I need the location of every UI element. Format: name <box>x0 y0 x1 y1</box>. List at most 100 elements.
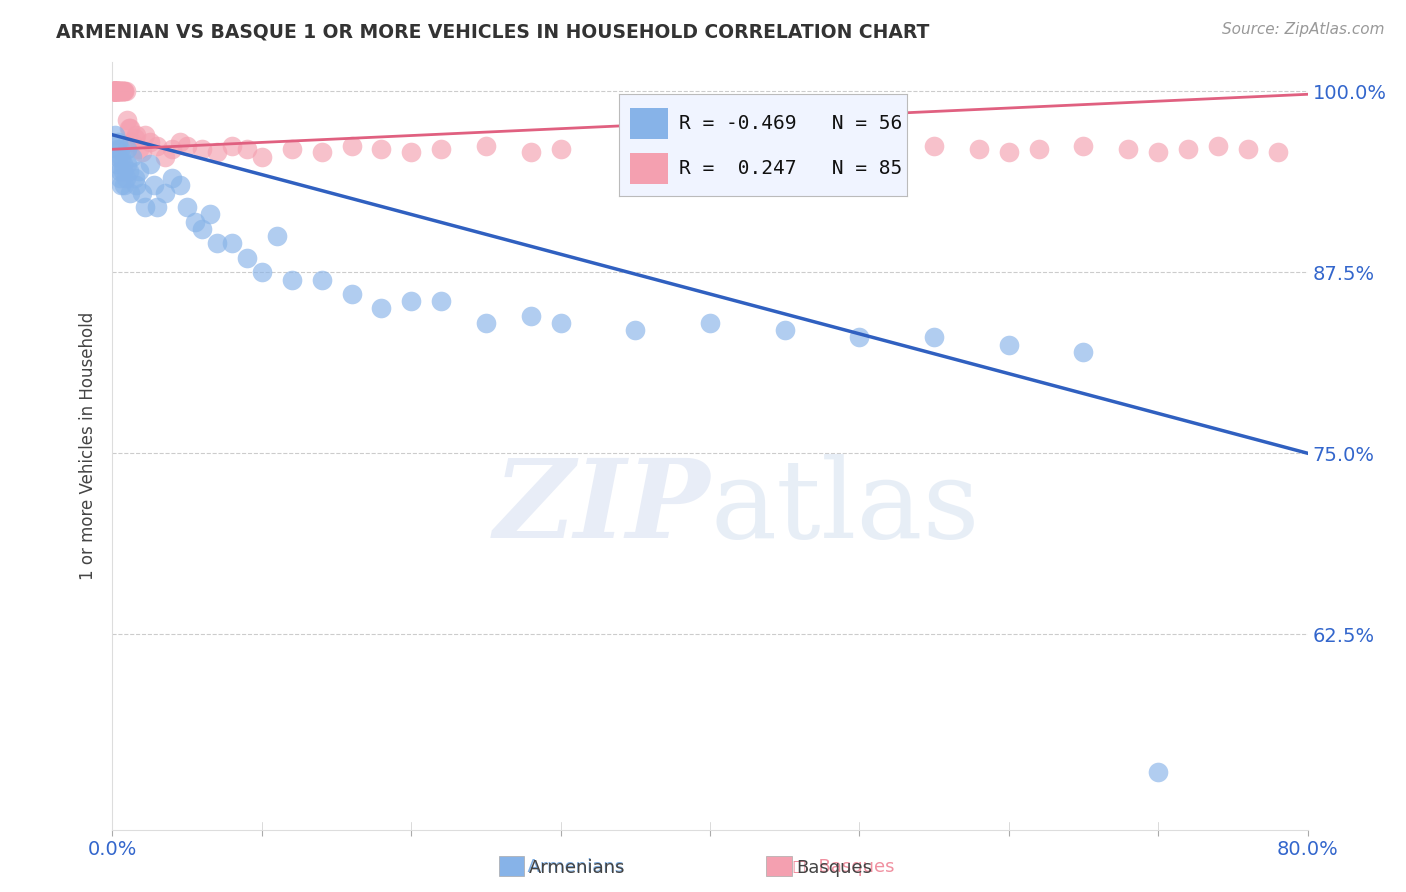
Point <box>103 84 125 98</box>
Point <box>728 142 751 156</box>
Y-axis label: 1 or more Vehicles in Household: 1 or more Vehicles in Household <box>79 312 97 580</box>
Point <box>401 294 423 309</box>
Point <box>1206 139 1229 153</box>
Point <box>134 128 156 142</box>
Point <box>114 84 135 98</box>
Point <box>1237 142 1260 156</box>
Point <box>153 186 176 200</box>
Text: R = -0.469   N = 56: R = -0.469 N = 56 <box>679 114 903 133</box>
Point <box>103 84 125 98</box>
Point <box>475 139 498 153</box>
Point <box>998 337 1021 351</box>
Text: ◻  Basques: ◻ Basques <box>793 858 894 876</box>
Point <box>266 229 288 244</box>
Point <box>110 149 132 163</box>
Point <box>103 84 125 98</box>
Point <box>104 84 127 98</box>
Point <box>108 171 131 186</box>
Point <box>111 164 134 178</box>
Point <box>104 84 127 98</box>
Point <box>1147 145 1170 160</box>
Point <box>105 157 128 171</box>
Point <box>162 171 183 186</box>
Text: atlas: atlas <box>710 454 980 561</box>
Point <box>111 84 134 98</box>
Text: ◻  Armenians: ◻ Armenians <box>501 858 624 876</box>
Point <box>550 142 572 156</box>
Point <box>103 84 125 98</box>
Point <box>1073 139 1095 153</box>
Point <box>125 178 148 193</box>
Point <box>221 236 243 251</box>
Point <box>117 142 139 156</box>
Point <box>475 316 498 330</box>
Point <box>198 207 221 221</box>
Point <box>191 142 214 156</box>
FancyBboxPatch shape <box>630 108 668 139</box>
Point <box>103 84 125 98</box>
Point <box>103 84 125 98</box>
Point <box>107 149 129 163</box>
Point <box>105 84 128 98</box>
Point <box>139 135 162 149</box>
Point <box>105 142 128 156</box>
Point <box>205 145 228 160</box>
Point <box>131 186 153 200</box>
Point <box>176 200 198 214</box>
Point <box>143 178 166 193</box>
Point <box>117 157 139 171</box>
Point <box>111 157 134 171</box>
Point <box>669 142 692 156</box>
Point <box>104 128 127 142</box>
Point <box>520 145 543 160</box>
Point <box>967 142 990 156</box>
Point <box>103 84 125 98</box>
Point <box>1073 345 1095 359</box>
Point <box>221 139 243 153</box>
Point <box>340 287 363 301</box>
Text: Armenians: Armenians <box>529 859 626 877</box>
Point <box>1147 764 1170 779</box>
Point <box>114 178 135 193</box>
Point <box>340 139 363 153</box>
Point <box>1267 145 1289 160</box>
Point <box>430 142 453 156</box>
Point <box>118 120 141 135</box>
Point <box>108 84 131 98</box>
Point <box>107 84 129 98</box>
Point <box>125 128 148 142</box>
Point <box>773 139 796 153</box>
Point <box>311 272 333 286</box>
Point <box>120 120 142 135</box>
Point <box>108 142 131 156</box>
Point <box>120 186 142 200</box>
Point <box>162 142 183 156</box>
Point <box>236 142 259 156</box>
Point <box>430 294 453 309</box>
Point <box>205 236 228 251</box>
Point <box>108 84 131 98</box>
Point <box>169 178 191 193</box>
Point <box>146 200 169 214</box>
Point <box>370 142 392 156</box>
Point <box>624 323 647 337</box>
Point <box>311 145 333 160</box>
Point <box>105 84 128 98</box>
Point <box>118 164 141 178</box>
Point <box>250 149 273 163</box>
Point <box>281 272 304 286</box>
Point <box>105 84 128 98</box>
Point <box>699 145 721 160</box>
Text: Basques: Basques <box>796 859 872 877</box>
Point <box>818 142 841 156</box>
Point <box>176 139 198 153</box>
Point <box>146 139 169 153</box>
Point <box>110 178 132 193</box>
Point <box>250 265 273 279</box>
Text: Source: ZipAtlas.com: Source: ZipAtlas.com <box>1222 22 1385 37</box>
Point <box>624 139 647 153</box>
Point <box>922 330 945 344</box>
Point <box>104 84 127 98</box>
Point <box>104 84 127 98</box>
Point <box>110 84 132 98</box>
